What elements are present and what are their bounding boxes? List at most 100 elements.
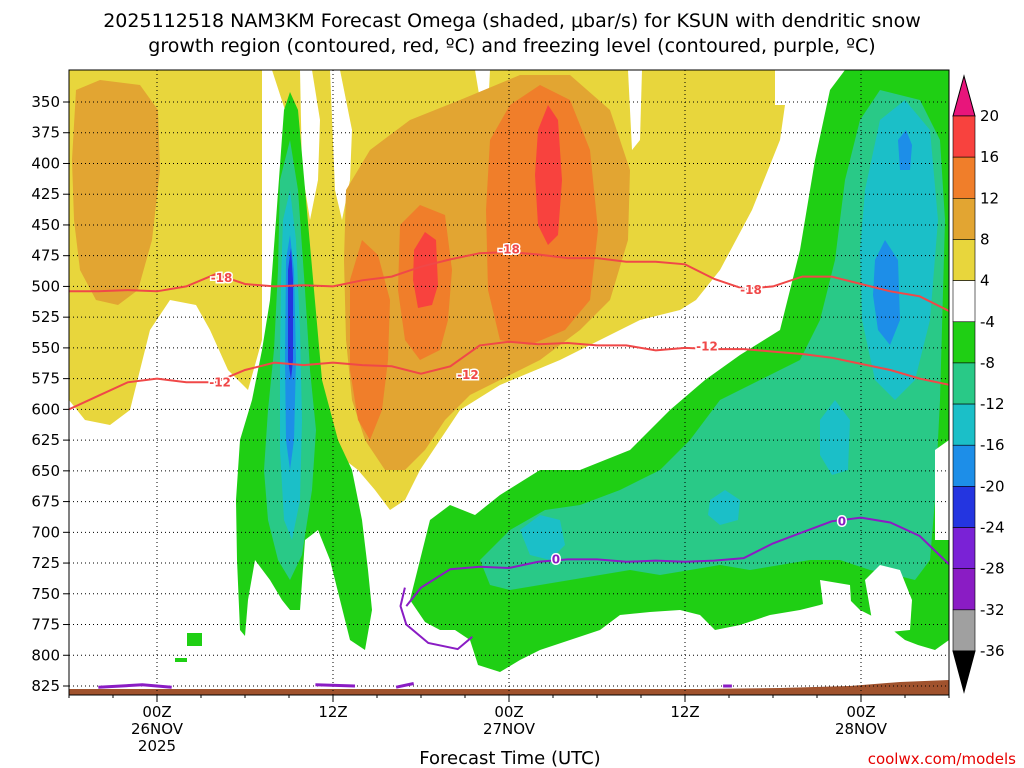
x-axis-title: Forecast Time (UTC) — [419, 748, 600, 768]
omega-region-white-gap-4 — [628, 70, 642, 150]
colorbar-bin — [952, 239, 976, 281]
y-tick-label: 350 — [31, 93, 60, 111]
contour-label: -12 — [696, 340, 718, 354]
contour-0c-freezing-level — [405, 516, 949, 607]
colorbar-tick-label: -24 — [980, 519, 1005, 537]
colorbar-tick-label: 12 — [980, 189, 999, 207]
credit-link[interactable]: coolwx.com/models — [868, 750, 1016, 768]
contour-label: 0 — [838, 514, 846, 528]
colorbar-tick-label: -4 — [980, 313, 995, 331]
vertical-gridlines — [156, 70, 862, 695]
y-tick-label: 650 — [31, 462, 60, 480]
omega-shading — [69, 70, 949, 695]
colorbar-tick-label: -36 — [980, 642, 1005, 660]
contour-label: -12 — [209, 375, 231, 389]
y-tick-label: 675 — [31, 493, 60, 511]
colorbar-bin — [952, 403, 976, 446]
colorbar-tick-label: 8 — [980, 230, 990, 248]
x-tick-label: 26NOV — [131, 720, 184, 738]
contour--12c-isotherm — [69, 340, 949, 411]
colorbar-tick-label: -8 — [980, 354, 995, 372]
colorbar-tick-label: -32 — [980, 601, 1005, 619]
omega-region-plus8-west — [72, 80, 160, 305]
omega-region-minus12-east-c — [820, 400, 850, 475]
contour-label: -18 — [211, 271, 233, 285]
y-tick-label: 400 — [31, 154, 60, 172]
omega-region-white-gap-east-3 — [820, 580, 852, 620]
terrain-fill — [69, 680, 949, 695]
colorbar-tick-label: 16 — [980, 148, 999, 166]
y-axis: 350 375 400 425 450 475 500 525 550 575 600 625 650 6… — [31, 93, 69, 695]
omega-region-white-gap-east-1 — [865, 565, 912, 632]
contour--18c-isotherm — [69, 250, 949, 312]
colorbar-bin — [952, 362, 976, 405]
colorbar-bin — [952, 321, 976, 364]
x-tick-label: 27NOV — [483, 720, 536, 738]
omega-region-minus12-east-a — [520, 515, 565, 560]
y-tick-label: 500 — [31, 277, 60, 295]
y-tick-label: 625 — [31, 431, 60, 449]
y-tick-label: 825 — [31, 677, 60, 695]
y-tick-label: 700 — [31, 523, 60, 541]
omega-region-minus16-east-b — [898, 130, 912, 170]
contour-lines — [69, 250, 949, 689]
colorbar-tick-label: 20 — [980, 107, 999, 125]
colorbar-bin — [952, 280, 976, 323]
x-tick-label: 12Z — [670, 703, 699, 721]
omega-region-plus16-a — [413, 232, 438, 308]
colorbar-over-triangle — [952, 74, 976, 117]
chart-title-line1: 2025112518 NAM3KM Forecast Omega (shaded… — [103, 10, 921, 32]
contour-label: -18 — [740, 283, 762, 297]
y-tick-label: 725 — [31, 554, 60, 572]
colorbar-tick-label: -12 — [980, 395, 1005, 413]
x-tick-label: 28NOV — [835, 720, 888, 738]
omega-region-white-gap-east-2 — [935, 440, 949, 540]
omega-region-minus20-west — [288, 248, 293, 380]
y-tick-label: 775 — [31, 616, 60, 634]
colorbar-bin — [952, 156, 976, 199]
y-tick-label: 600 — [31, 400, 60, 418]
y-tick-label: 475 — [31, 247, 60, 265]
colorbar: 20 16 12 8 4 -4 -8 -12 -16 -20 -24 -28 -32 -36 — [952, 74, 1005, 694]
colorbar-tick-label: 4 — [980, 272, 990, 290]
contour-label: -18 — [498, 243, 520, 257]
y-tick-label: 800 — [31, 646, 60, 664]
y-tick-label: 425 — [31, 185, 60, 203]
contour-freezing-surface-fragment — [395, 682, 415, 689]
contour-label: -12 — [457, 368, 479, 382]
omega-region-white-gap-5 — [775, 70, 790, 105]
y-tick-label: 525 — [31, 308, 60, 326]
x-tick-label: 00Z — [142, 703, 171, 721]
omega-region-minus12-east-b — [708, 490, 740, 525]
colorbar-bin — [952, 115, 976, 158]
x-tick-label: 12Z — [318, 703, 347, 721]
omega-region-white-gap-2 — [330, 70, 352, 220]
colorbar-tick-label: -28 — [980, 560, 1005, 578]
omega-region-plus12-a — [350, 240, 390, 440]
omega-region-plus16-b — [535, 105, 562, 245]
colorbar-tick-label: -20 — [980, 477, 1005, 495]
colorbar-bin — [952, 568, 976, 611]
colorbar-bin — [952, 609, 976, 652]
chart-title-line2: growth region (contoured, red, ºC) and f… — [148, 35, 875, 57]
omega-region-minus16-east-a — [873, 240, 900, 345]
colorbar-bin — [952, 444, 976, 487]
y-tick-label: 575 — [31, 370, 60, 388]
y-tick-label: 550 — [31, 339, 60, 357]
contour-freezing-surface-fragment — [315, 683, 356, 688]
x-tick-label: 2025 — [138, 737, 176, 755]
omega-region-minus4-spot — [187, 633, 202, 646]
contour-labels: -18 -18 -18 -12 -12 -12 0 0 — [208, 241, 848, 568]
colorbar-tick-label: -16 — [980, 436, 1005, 454]
y-tick-label: 750 — [31, 585, 60, 603]
contour-freezing-surface-fragment — [98, 683, 172, 689]
y-tick-label: 375 — [31, 124, 60, 142]
colorbar-bin — [952, 486, 976, 528]
x-tick-label: 00Z — [494, 703, 523, 721]
colorbar-under-triangle — [952, 650, 976, 694]
omega-region-minus4-spot2 — [175, 658, 187, 662]
omega-region-white-gap-1 — [300, 70, 320, 220]
contour-freezing-hook — [399, 587, 473, 651]
